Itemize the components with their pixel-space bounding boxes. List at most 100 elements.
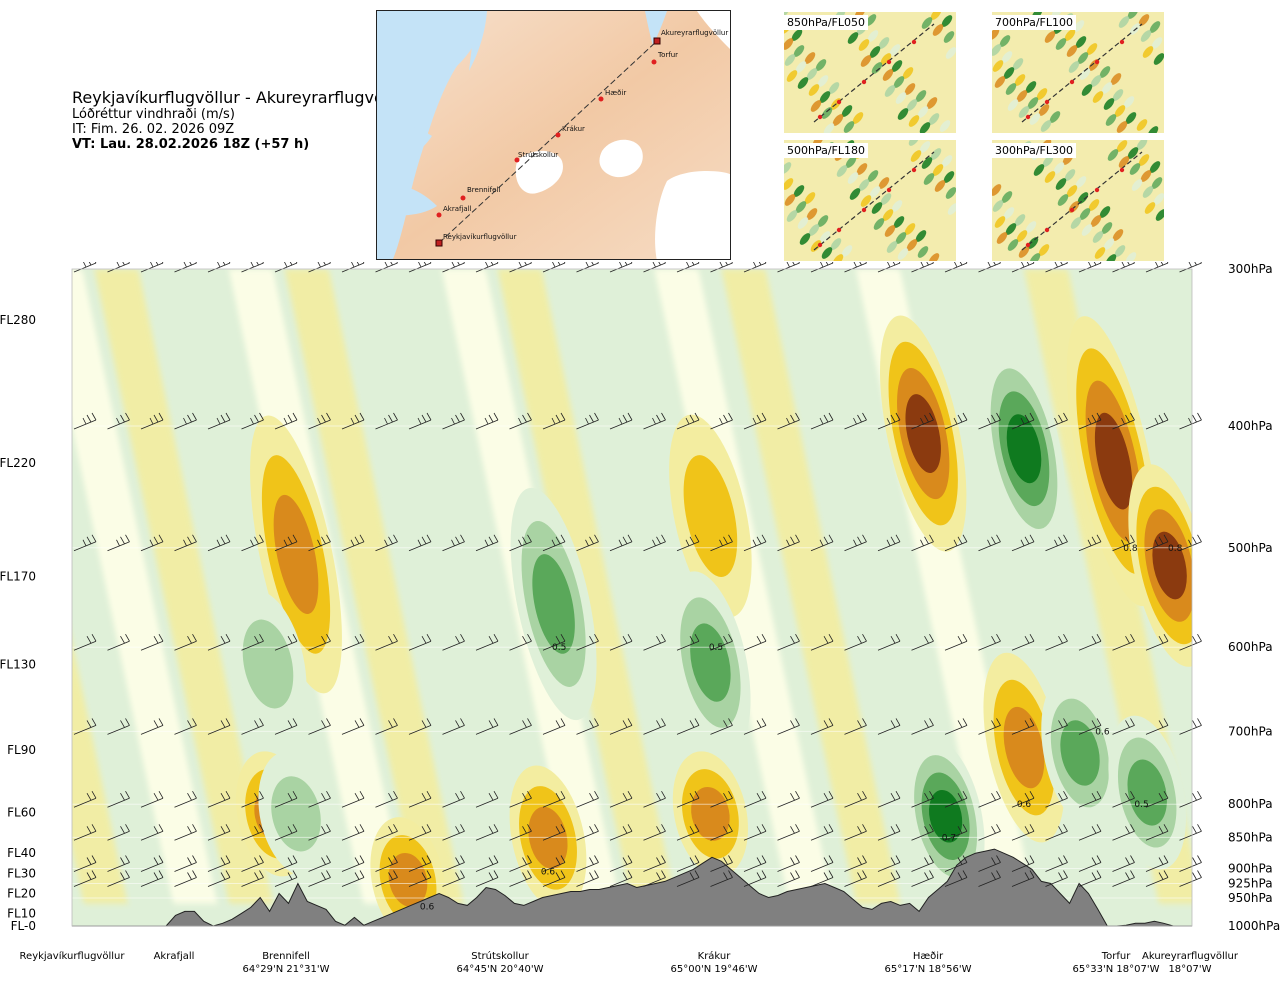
thumb-field — [1114, 105, 1126, 117]
thumb-field — [1027, 237, 1039, 249]
wind-barb — [174, 824, 197, 841]
map-label-strutskollur: Strútskollur — [518, 151, 558, 159]
wind-barb — [408, 870, 432, 887]
downdraft-contour — [683, 455, 738, 578]
wind-barb — [73, 718, 97, 735]
thumb-field — [1112, 229, 1124, 241]
thumb-field — [858, 179, 870, 191]
wind-barb — [1112, 718, 1135, 735]
thumb-field — [797, 217, 809, 229]
wind-barb — [274, 262, 298, 273]
wind-barb — [643, 534, 666, 552]
thumb-waypoint — [1094, 59, 1100, 65]
wind-barb — [509, 718, 532, 735]
wind-barb — [174, 718, 197, 735]
wind-barb — [676, 855, 700, 872]
wind-barb — [375, 791, 398, 808]
field-band — [72, 269, 128, 904]
level-map-label: 300hPa/FL300 — [992, 143, 1077, 158]
wind-barb — [810, 791, 834, 808]
wind-barb — [609, 718, 633, 735]
wind-barb — [743, 824, 767, 841]
wind-barb — [475, 262, 499, 273]
wind-barb — [877, 262, 901, 273]
station-coord: 65°00'N 19°46'W — [670, 964, 758, 975]
wind-barb — [475, 534, 499, 552]
thumb-field — [921, 17, 933, 29]
thumb-field — [823, 123, 835, 133]
wind-barb — [1145, 412, 1169, 430]
wind-barb — [844, 412, 867, 430]
wind-barb — [877, 412, 901, 430]
station-label: Reykjavíkurflugvöllur — [20, 950, 125, 963]
valid-time: VT: Lau. 28.02.2026 18Z (+57 h) — [72, 137, 310, 152]
y-left-tick-label: FL-0 — [11, 919, 36, 933]
station-name: Hæðir — [912, 951, 944, 962]
wind-barb — [1078, 412, 1102, 430]
wind-barb — [576, 718, 599, 735]
wind-barb — [509, 824, 532, 841]
level-map-label: 500hPa/FL180 — [784, 143, 869, 158]
thumb-field — [882, 209, 894, 221]
thumb-field — [932, 24, 944, 36]
thumb-field — [945, 47, 956, 59]
thumb-field — [849, 188, 861, 200]
wind-barb — [1078, 634, 1102, 651]
thumb-field — [1014, 214, 1026, 226]
wind-barb — [341, 791, 365, 808]
wind-barb — [73, 824, 97, 841]
wind-barb — [1112, 412, 1135, 430]
wind-barb — [408, 824, 432, 841]
wind-barb — [877, 824, 901, 841]
y-right-tick-label: 800hPa — [1228, 797, 1273, 811]
thumb-field — [1079, 68, 1091, 80]
wind-barb — [207, 634, 231, 651]
thumb-field — [793, 185, 805, 197]
thumb-field — [821, 107, 833, 119]
wind-barb — [408, 412, 432, 430]
wind-barb — [1112, 870, 1135, 887]
wind-barb — [844, 534, 867, 552]
contour-label: 0.6 — [541, 868, 556, 878]
thumb-field — [945, 187, 956, 199]
wind-barb — [609, 262, 633, 273]
wind-barb — [944, 824, 968, 841]
wind-barb — [73, 412, 97, 430]
thumb-field — [799, 233, 811, 245]
thumb-field — [804, 52, 816, 64]
wind-barb — [978, 634, 1001, 651]
field-band — [284, 269, 464, 904]
wind-barb — [475, 634, 499, 651]
left-axis: FL280 FL220 FL170 FL130 FL90 FL60 FL40 FL30 FL20… — [0, 313, 36, 933]
wind-barb — [576, 634, 599, 651]
wind-barb — [475, 824, 499, 841]
thumb-field — [1025, 81, 1037, 93]
station-label: Hæðir 65°17'N 18°56'W — [885, 950, 972, 976]
wind-barb — [308, 870, 331, 887]
wind-barb — [140, 634, 164, 651]
chart-title: Reykjavíkurflugvöllur - Akureyrarflugvöl… — [72, 88, 410, 107]
thumb-field — [928, 253, 940, 261]
wind-barb — [542, 534, 566, 552]
thumb-field — [1136, 140, 1148, 150]
station-label: Brennifell 64°29'N 21°31'W — [243, 950, 330, 976]
wind-barb — [1078, 534, 1102, 552]
wind-barb — [542, 855, 566, 872]
wind-barb — [643, 870, 666, 887]
thumb-field — [1051, 12, 1063, 18]
wind-barb — [442, 534, 465, 552]
vertical-velocity-field — [72, 269, 1192, 926]
wind-barb — [944, 791, 968, 808]
wind-barb — [1112, 634, 1135, 651]
thumb-field — [893, 76, 905, 88]
thumb-field — [902, 67, 914, 79]
wind-barb — [241, 824, 264, 841]
wind-barb — [576, 412, 599, 430]
thumb-field — [847, 32, 859, 44]
wind-barb — [107, 262, 130, 273]
thumb-field — [1103, 98, 1115, 110]
thumb-field — [994, 76, 1006, 88]
thumb-field — [1016, 230, 1028, 242]
thumb-field — [910, 150, 922, 162]
thumb-field — [1140, 30, 1152, 42]
